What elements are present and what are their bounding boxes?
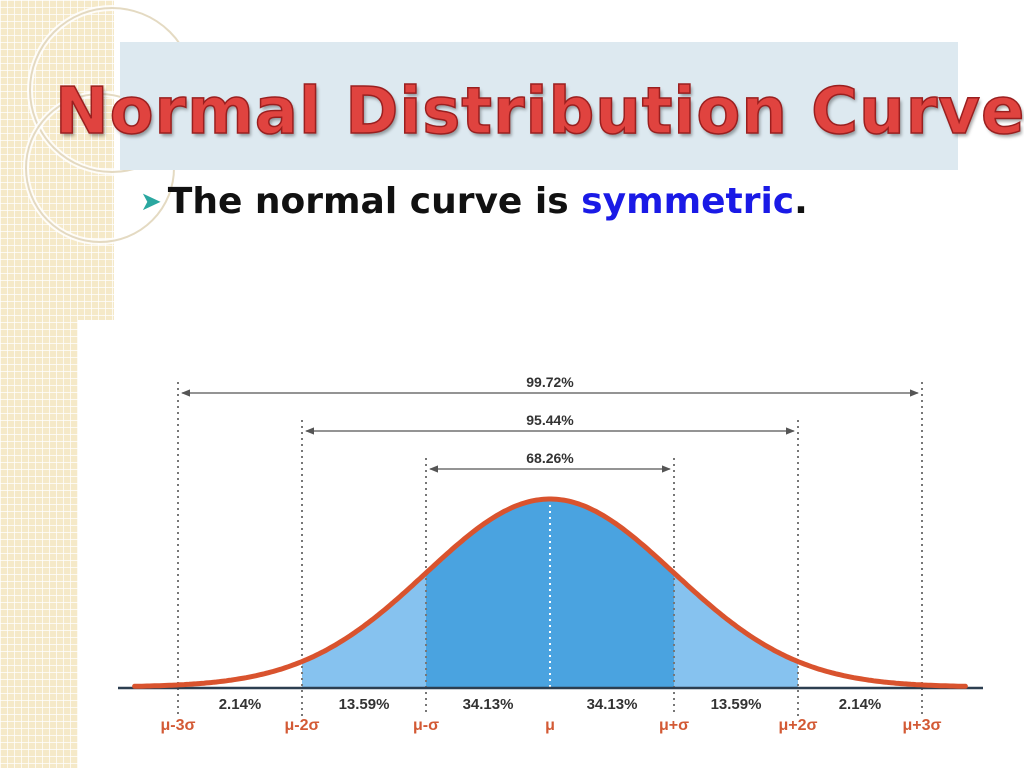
tick-label: μ+σ (659, 717, 689, 734)
band-label: 2.14% (219, 696, 262, 713)
normal-curve (132, 496, 968, 689)
title-band (120, 42, 958, 170)
arrow-bullet-icon: ➤ (140, 187, 162, 217)
bullet-period: . (794, 181, 808, 222)
span-label: 95.44% (526, 412, 574, 428)
tick-label: μ+2σ (779, 717, 818, 734)
tick-label: μ+3σ (903, 717, 942, 734)
tick-label: μ-2σ (285, 717, 320, 734)
normal-distribution-diagram: 99.72% 95.44% 68.26% 2.14% 13.59% 34.13% 34.13… (118, 374, 983, 734)
tick-label: μ-σ (413, 717, 439, 734)
band-label: 2.14% (839, 696, 882, 713)
span-label: 99.72% (526, 374, 574, 390)
bullet-point: ➤ The normal curve is symmetric. (140, 178, 808, 226)
tick-label: μ-3σ (161, 717, 196, 734)
band-label: 13.59% (711, 696, 762, 713)
area-minus1-plus1 (426, 499, 674, 688)
span-label: 68.26% (526, 450, 574, 466)
band-label: 13.59% (339, 696, 390, 713)
slide-title: Normal Distribution Curve (54, 74, 1024, 150)
band-label: 34.13% (463, 696, 514, 713)
bullet-keyword: symmetric (581, 181, 795, 222)
tick-label: μ (545, 717, 555, 734)
band-label: 34.13% (587, 696, 638, 713)
bullet-text: The normal curve is (167, 181, 582, 222)
